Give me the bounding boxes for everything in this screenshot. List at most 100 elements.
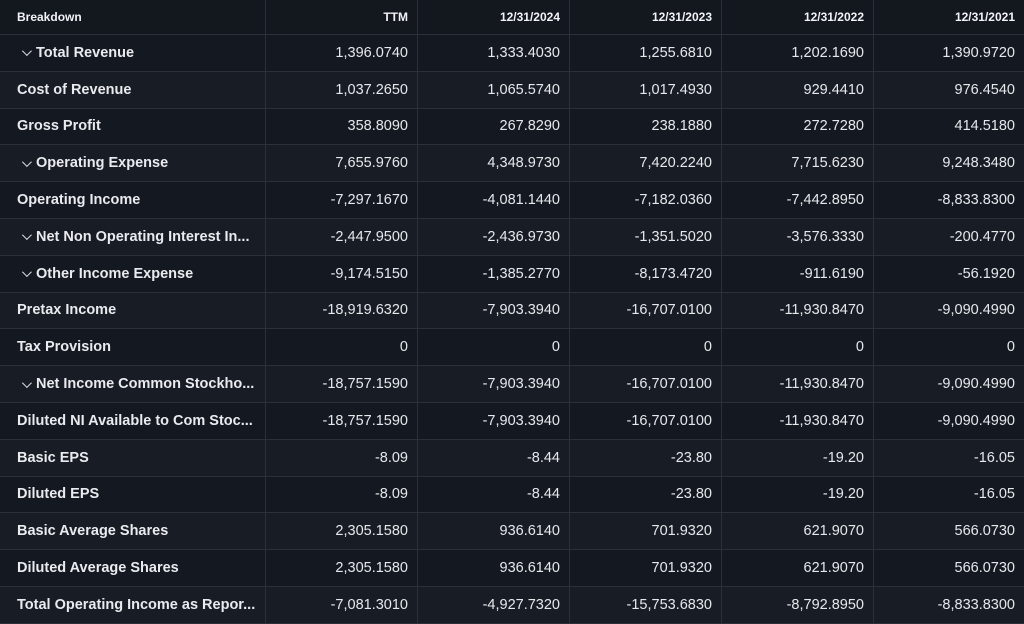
value-cell: 0 [570, 329, 722, 366]
value-cell: 1,255.6810 [570, 35, 722, 71]
value-cell: -7,182.0360 [570, 182, 722, 218]
value-cell: -911.6190 [722, 255, 874, 292]
value-cell: -18,757.1590 [266, 366, 418, 402]
value-cell: 9,248.3480 [942, 155, 1015, 172]
value-cell: -4,927.7320 [418, 586, 570, 623]
row-label: Operating Expense [36, 155, 169, 172]
value-cell: 7,655.9760 [266, 145, 418, 182]
expand-toggle[interactable]: Operating Expense [17, 155, 168, 171]
value-cell: -16,707.0100 [570, 292, 722, 329]
row-label-cell: Total Operating Income as Repor... [0, 586, 266, 623]
value-cell: -8,173.4720 [570, 255, 722, 292]
value-cell: 976.4540 [954, 81, 1015, 98]
value-cell: 929.4410 [722, 71, 874, 108]
value-cell: -19.20 [722, 439, 874, 476]
value-cell: 621.9070 [722, 550, 874, 586]
row-label: Total Operating Income as Repor... [17, 596, 256, 613]
value-cell: 701.9320 [570, 513, 722, 550]
table-row: Diluted Average Shares 2,305.1580 936.6140… [0, 550, 1024, 587]
table-row: Basic Average Shares 2,305.1580 936.6140 70… [0, 513, 1024, 551]
value-cell: 2,305.1580 [266, 550, 418, 586]
chevron-down-icon[interactable] [21, 156, 32, 167]
value-cell: 936.6140 [418, 550, 570, 586]
value-cell: 621.9070 [722, 513, 874, 550]
row-label: Other Income Expense [36, 265, 194, 282]
value-cell: -8,833.8300 [937, 596, 1015, 613]
table-row: Operating Income -7,297.1670 -4,081.1440 -7… [0, 182, 1024, 219]
header-ttm[interactable]: TTM [266, 0, 418, 34]
table-row: Cost of Revenue 1,037.2650 1,065.5740 1,017… [0, 71, 1024, 109]
row-label: Basic Average Shares [17, 523, 169, 540]
table-header: Breakdown TTM 12/31/2024 12/31/2023 12/3… [0, 0, 1024, 35]
value-cell: 1,390.9720 [942, 44, 1015, 61]
value-cell: -7,081.3010 [266, 586, 418, 623]
value-cell: -8,833.8300 [937, 192, 1015, 209]
value-cell: -9,090.4990 [937, 412, 1015, 429]
chevron-down-icon[interactable] [21, 230, 32, 241]
value-cell: -23.80 [570, 476, 722, 513]
header-2023[interactable]: 12/31/2023 [570, 0, 722, 34]
expand-toggle[interactable]: Net Income Common Stockho... [17, 376, 254, 392]
value-cell: 0 [722, 329, 874, 366]
value-cell: 2,305.1580 [266, 513, 418, 550]
row-label-cell: Gross Profit [0, 108, 266, 145]
value-cell: -15,753.6830 [570, 586, 722, 623]
value-cell: -4,081.1440 [418, 182, 570, 218]
value-cell: 566.0730 [954, 560, 1015, 577]
value-cell: 1,202.1690 [722, 35, 874, 71]
header-breakdown[interactable]: Breakdown [0, 0, 266, 34]
row-label-cell[interactable]: Operating Expense [0, 145, 266, 182]
table-row[interactable]: Net Non Operating Interest In... -2,447.9… [0, 218, 1024, 256]
value-cell: -8.44 [418, 476, 570, 513]
row-label-cell[interactable]: Net Income Common Stockho... [0, 366, 266, 402]
row-label: Net Income Common Stockho... [36, 376, 255, 393]
value-cell: -2,447.9500 [266, 218, 418, 255]
value-cell: 1,065.5740 [418, 71, 570, 108]
value-cell: -11,930.8470 [722, 402, 874, 439]
expand-toggle[interactable]: Total Revenue [17, 45, 134, 61]
row-label: Diluted NI Available to Com Stoc... [17, 412, 253, 429]
chevron-down-icon[interactable] [21, 46, 32, 57]
value-cell: -11,930.8470 [722, 366, 874, 402]
row-label-cell[interactable]: Total Revenue [0, 35, 266, 71]
value-cell: 7,420.2240 [570, 145, 722, 182]
row-label-cell[interactable]: Net Non Operating Interest In... [0, 218, 266, 255]
row-label: Cost of Revenue [17, 81, 132, 98]
value-cell: -7,903.3940 [418, 366, 570, 402]
value-cell: 1,017.4930 [570, 71, 722, 108]
value-cell: -7,297.1670 [266, 182, 418, 218]
table-row: Total Operating Income as Repor... -7,081… [0, 586, 1024, 624]
expand-toggle[interactable]: Other Income Expense [17, 266, 193, 282]
table-row[interactable]: Other Income Expense -9,174.5150 -1,385.27… [0, 255, 1024, 293]
row-label-cell: Basic EPS [0, 439, 266, 476]
value-cell: 267.8290 [418, 108, 570, 145]
row-label: Diluted Average Shares [17, 560, 179, 577]
row-label-cell[interactable]: Other Income Expense [0, 255, 266, 292]
chevron-down-icon[interactable] [21, 377, 32, 388]
value-cell: 936.6140 [418, 513, 570, 550]
value-cell: 358.8090 [266, 108, 418, 145]
row-label: Diluted EPS [17, 486, 100, 503]
table-row: Diluted NI Available to Com Stoc... -18,7… [0, 402, 1024, 440]
value-cell: -16,707.0100 [570, 402, 722, 439]
value-cell: -56.1920 [957, 265, 1015, 282]
row-label: Net Non Operating Interest In... [36, 228, 250, 245]
table-row: Basic EPS -8.09 -8.44 -23.80 -19.20 -16.05 [0, 439, 1024, 477]
table-row[interactable]: Total Revenue 1,396.0740 1,333.4030 1,255.6… [0, 35, 1024, 72]
table-row[interactable]: Operating Expense 7,655.9760 4,348.9730 7,4… [0, 145, 1024, 183]
row-label-cell: Diluted EPS [0, 476, 266, 513]
header-2024[interactable]: 12/31/2024 [418, 0, 570, 34]
value-cell: -9,090.4990 [937, 302, 1015, 319]
row-label-cell: Diluted NI Available to Com Stoc... [0, 402, 266, 439]
value-cell: -2,436.9730 [418, 218, 570, 255]
value-cell: 566.0730 [954, 523, 1015, 540]
table-row[interactable]: Net Income Common Stockho... -18,757.1590… [0, 366, 1024, 403]
row-label-cell: Diluted Average Shares [0, 550, 266, 586]
expand-toggle[interactable]: Net Non Operating Interest In... [17, 229, 250, 245]
header-2022[interactable]: 12/31/2022 [722, 0, 874, 34]
chevron-down-icon[interactable] [21, 267, 32, 278]
value-cell: 0 [266, 329, 418, 366]
value-cell: -1,385.2770 [418, 255, 570, 292]
header-2021[interactable]: 12/31/2021 [954, 10, 1015, 24]
